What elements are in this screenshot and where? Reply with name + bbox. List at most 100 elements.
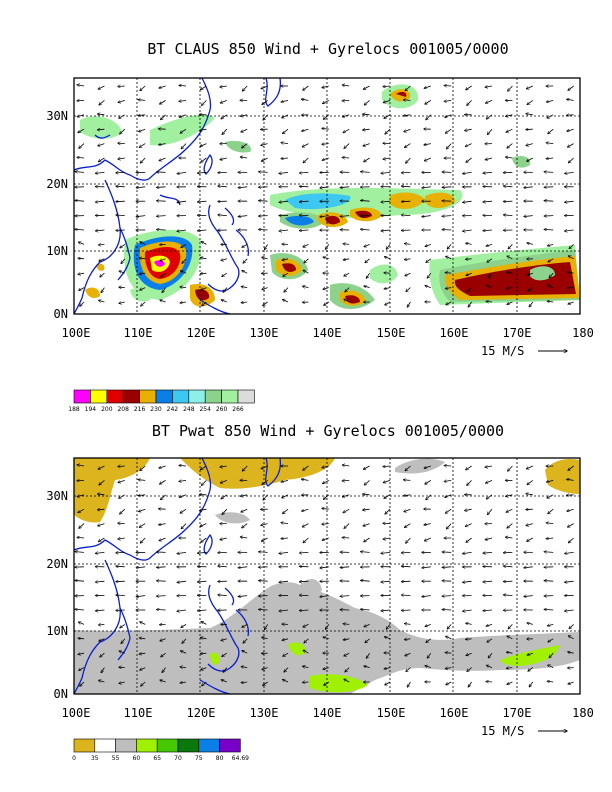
wind-vector — [529, 681, 534, 687]
top-colorbar-swatch — [221, 389, 239, 404]
wind-vector — [527, 273, 533, 275]
wind-vector — [279, 201, 289, 202]
wind-vector — [363, 523, 370, 526]
wind-vector — [322, 86, 329, 88]
wind-vector — [343, 114, 350, 117]
wind-vector — [281, 158, 289, 159]
wind-vector — [445, 508, 452, 513]
wind-vector — [282, 259, 289, 260]
wind-vector — [483, 610, 493, 611]
wind-vector — [324, 301, 330, 305]
wind-vector — [507, 636, 513, 640]
bottom-lon-label-140: 140E — [313, 706, 342, 720]
wind-vector — [139, 273, 146, 274]
wind-vector — [485, 466, 493, 467]
top-map-title: BT CLAUS 850 Wind + Gyrelocs 001005/0000 — [147, 40, 508, 58]
wind-vector — [567, 479, 574, 480]
wind-vector — [544, 552, 554, 553]
top-lat-label-10: 10N — [46, 244, 68, 258]
wind-vector — [340, 567, 350, 568]
wind-vector — [259, 172, 268, 173]
wind-vector — [136, 596, 146, 597]
wind-vector — [365, 258, 370, 263]
wind-vector — [79, 667, 85, 671]
wind-vector — [549, 652, 554, 657]
wind-vector — [381, 172, 391, 173]
top-colorbar-label: 266 — [232, 406, 244, 413]
wind-vector — [364, 157, 370, 162]
wind-vector — [160, 480, 166, 484]
wind-vector — [508, 624, 513, 628]
wind-vector — [505, 157, 513, 158]
wind-vector — [486, 285, 493, 288]
wind-vector — [465, 509, 472, 510]
wind-vector — [524, 596, 533, 597]
wind-vector — [547, 301, 554, 302]
wind-vector — [364, 100, 370, 105]
wind-vector — [405, 652, 411, 656]
wind-vector — [161, 114, 166, 120]
wind-vector — [463, 552, 472, 553]
wind-vector — [121, 258, 126, 264]
bottom-lat-label-0: 0N — [54, 687, 68, 701]
bottom-lat-axis: 0N 10N 20N 30N — [46, 489, 68, 701]
wind-vector — [179, 85, 187, 86]
wind-vector — [201, 100, 207, 105]
wind-vector — [445, 652, 452, 653]
wind-vector — [463, 610, 472, 611]
wind-vector — [323, 114, 330, 119]
wind-vector — [118, 158, 125, 159]
wind-vector — [139, 508, 146, 511]
wind-vector — [405, 143, 411, 148]
bottom-colorbar-swatch — [115, 738, 137, 753]
wind-vector — [78, 242, 85, 245]
wind-vector — [487, 638, 493, 642]
wind-vector — [466, 537, 472, 542]
wind-vector — [364, 244, 370, 246]
wind-vector — [200, 273, 207, 274]
wind-vector — [544, 201, 554, 202]
wind-vector — [221, 300, 227, 303]
wind-vector — [99, 680, 105, 682]
wind-vector — [302, 479, 309, 480]
wind-vector — [119, 651, 125, 654]
wind-vector — [483, 552, 493, 553]
wind-vector — [467, 100, 472, 105]
bottom-lon-label-130: 130E — [250, 706, 279, 720]
wind-vector — [120, 508, 126, 514]
wind-vector — [95, 581, 105, 582]
wind-vector — [468, 301, 472, 307]
wind-vector — [568, 157, 574, 163]
wind-vector — [302, 523, 309, 527]
wind-vector — [77, 465, 85, 466]
wind-vector — [526, 143, 533, 146]
wind-vector — [445, 114, 452, 118]
wind-vector — [364, 666, 370, 668]
wind-vector — [567, 128, 574, 131]
wind-vector — [282, 639, 289, 640]
wind-vector — [161, 494, 166, 500]
wind-vector — [361, 552, 370, 553]
wind-vector — [261, 157, 268, 161]
wind-vector — [565, 552, 574, 553]
wind-vector — [466, 157, 472, 162]
wind-vector — [343, 494, 350, 497]
wind-vector — [565, 172, 574, 173]
wind-vector — [157, 567, 166, 568]
wind-vector — [159, 465, 166, 468]
wind-vector — [467, 480, 472, 485]
wind-vector — [486, 480, 493, 483]
wind-vector — [303, 286, 309, 287]
wind-vector — [544, 229, 554, 230]
wind-vector — [486, 114, 493, 119]
wind-vector — [506, 652, 513, 653]
top-lon-label-110: 110E — [124, 326, 153, 340]
wind-vector — [77, 157, 85, 158]
top-map-plot — [74, 78, 580, 314]
wind-vector — [526, 465, 533, 469]
wind-vector — [340, 216, 350, 217]
top-colorbar-swatch — [122, 389, 140, 404]
wind-vector — [425, 100, 432, 104]
wind-vector — [101, 667, 105, 673]
wind-vector — [527, 653, 533, 655]
